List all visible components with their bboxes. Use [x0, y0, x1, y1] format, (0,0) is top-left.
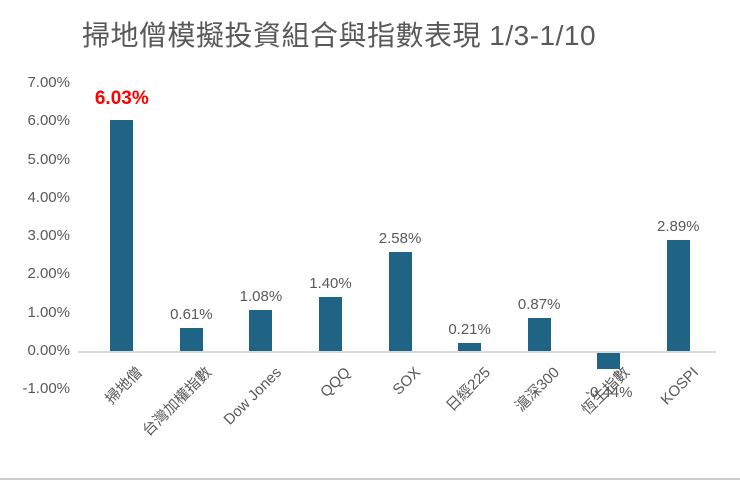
- bar-value-label: 6.03%: [94, 88, 149, 110]
- bar: [249, 309, 273, 351]
- y-tick-label: 4.00%: [27, 188, 70, 206]
- y-tick-label: -1.00%: [22, 380, 70, 398]
- x-axis-line: [78, 351, 716, 353]
- bar: [388, 252, 412, 351]
- bar: [527, 317, 551, 351]
- y-tick-label: 6.00%: [27, 112, 70, 130]
- y-tick-label: 1.00%: [27, 303, 70, 321]
- bar-value-label: 0.21%: [448, 320, 491, 338]
- bar-value-label: 0.61%: [170, 305, 213, 323]
- bar-value-label: 2.89%: [656, 218, 700, 236]
- y-tick-label: 3.00%: [27, 227, 70, 245]
- bar-value-label: 1.08%: [239, 287, 283, 305]
- bar-value-label: 0.87%: [517, 295, 561, 313]
- bar: [666, 240, 690, 351]
- y-tick-label: 0.00%: [27, 342, 70, 359]
- bar: [458, 342, 482, 351]
- y-tick-label: 7.00%: [27, 73, 70, 91]
- chart-title: 掃地僧模擬投資組合與指數表現 1/3-1/10: [82, 20, 597, 51]
- frame-bottom-edge: [0, 478, 740, 480]
- bar: [179, 327, 203, 351]
- bar-value-label: 1.40%: [309, 275, 352, 293]
- bar: [597, 352, 621, 370]
- y-tick-label: 5.00%: [27, 150, 70, 168]
- bar: [318, 297, 342, 351]
- bar: [110, 120, 134, 351]
- y-tick-label: 2.00%: [27, 265, 70, 283]
- bar-value-label: 2.58%: [378, 230, 422, 248]
- bar-value-label: -0.44%: [584, 383, 633, 401]
